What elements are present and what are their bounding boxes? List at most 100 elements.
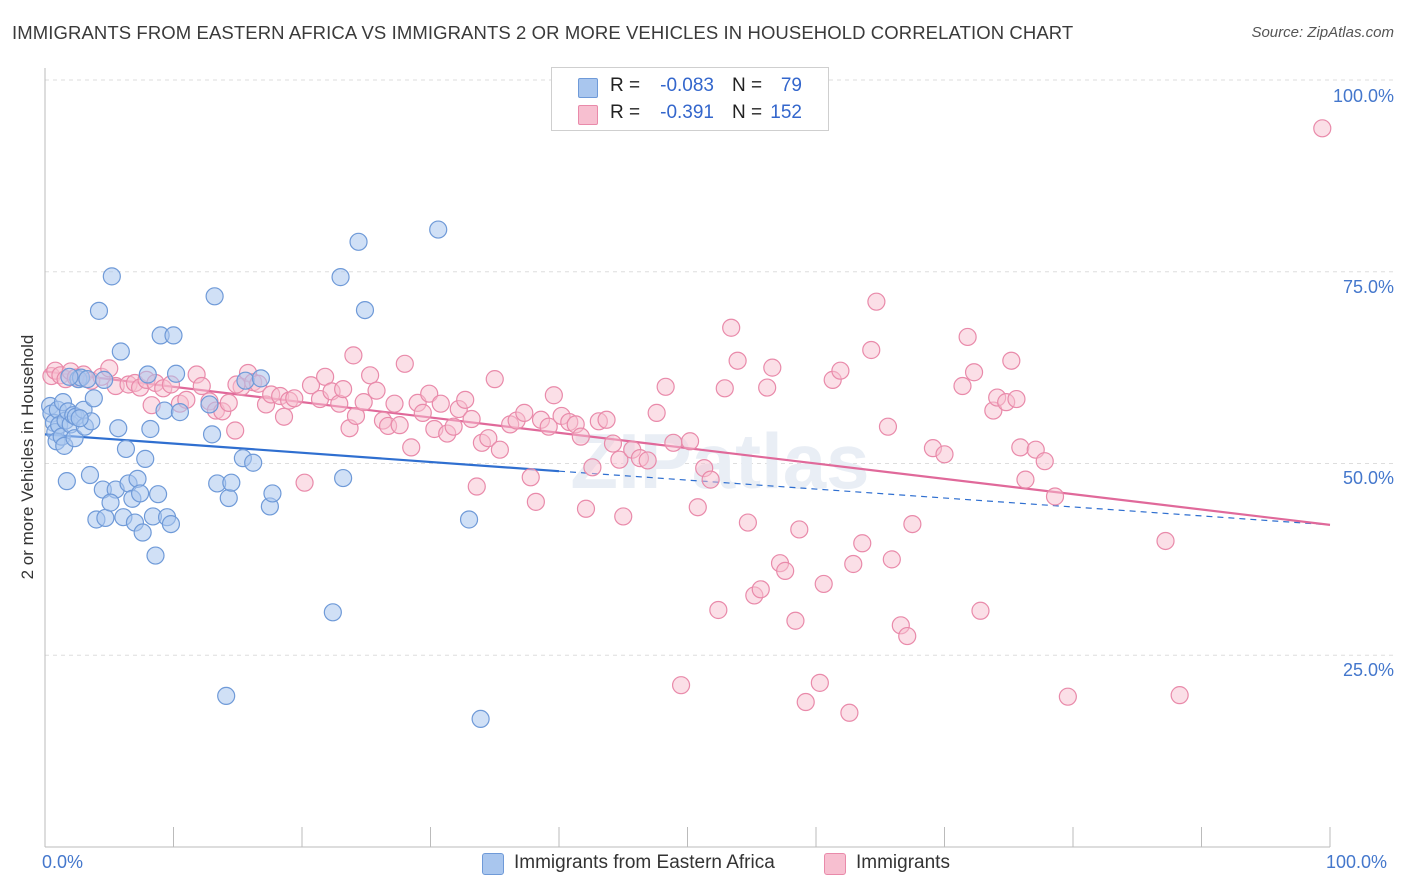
data-point-immigrants	[301, 376, 321, 395]
y-tick-50: 50.0%	[1342, 468, 1394, 488]
data-point-immigrants	[544, 386, 563, 405]
data-point-immigrants	[776, 561, 795, 580]
y-tick-25: 25.0%	[1342, 660, 1394, 680]
data-point-eastern-africa	[146, 546, 165, 565]
swatch-blue	[578, 78, 598, 98]
data-point-immigrants	[935, 445, 954, 464]
data-point-eastern-africa	[349, 232, 368, 251]
data-point-immigrants	[1058, 687, 1077, 706]
swatch-pink	[578, 105, 598, 125]
data-point-immigrants	[1002, 351, 1021, 370]
data-point-immigrants	[786, 611, 805, 630]
data-point-immigrants	[597, 410, 616, 429]
data-point-immigrants	[444, 417, 463, 436]
data-point-eastern-africa	[80, 465, 100, 485]
data-point-immigrants	[515, 403, 534, 422]
data-point-eastern-africa	[217, 686, 236, 706]
data-point-immigrants	[1156, 531, 1175, 551]
data-point-immigrants	[346, 406, 366, 426]
data-point-immigrants	[898, 626, 917, 646]
y-tick-75: 75.0%	[1342, 277, 1394, 297]
data-point-eastern-africa	[263, 484, 282, 503]
data-point-eastern-africa	[471, 709, 490, 729]
stats-row-immigrants: R = -0.391 N = 152	[552, 102, 828, 126]
data-point-immigrants	[539, 417, 558, 436]
data-point-immigrants	[485, 370, 504, 389]
data-point-immigrants	[420, 384, 439, 403]
data-point-immigrants	[701, 470, 720, 489]
data-point-immigrants	[796, 692, 815, 712]
data-point-immigrants	[1035, 452, 1054, 471]
data-point-immigrants	[361, 366, 380, 385]
data-point-immigrants	[226, 421, 245, 440]
data-point-immigrants	[763, 358, 782, 377]
data-point-immigrants	[1045, 487, 1065, 506]
data-point-immigrants	[862, 340, 881, 360]
data-point-immigrants	[814, 574, 833, 594]
legend-swatch-blue	[482, 853, 504, 875]
data-point-eastern-africa	[138, 365, 157, 384]
data-point-immigrants	[715, 379, 734, 398]
data-point-immigrants	[413, 403, 432, 422]
data-point-eastern-africa	[70, 409, 89, 428]
data-point-immigrants	[219, 393, 238, 413]
data-point-eastern-africa	[244, 453, 263, 472]
trend-line-eastern-africa	[44, 433, 560, 473]
data-point-immigrants	[479, 429, 498, 448]
data-point-eastern-africa	[116, 439, 136, 459]
data-point-eastern-africa	[219, 488, 238, 508]
data-point-eastern-africa	[101, 493, 120, 512]
data-point-immigrants	[867, 292, 886, 311]
data-point-immigrants	[467, 477, 486, 496]
data-point-immigrants	[790, 520, 809, 539]
data-point-immigrants	[738, 513, 757, 532]
data-point-eastern-africa	[429, 220, 448, 239]
data-point-immigrants	[903, 514, 922, 534]
data-point-immigrants	[462, 409, 481, 429]
data-point-eastern-africa	[84, 389, 103, 408]
data-point-eastern-africa	[200, 395, 219, 414]
data-point-eastern-africa	[323, 603, 342, 622]
data-point-eastern-africa	[102, 267, 121, 286]
data-point-immigrants	[390, 416, 409, 435]
data-point-eastern-africa	[95, 370, 114, 389]
n-value: 79	[780, 75, 802, 96]
data-point-immigrants	[603, 434, 623, 453]
data-point-eastern-africa	[155, 401, 174, 420]
data-point-immigrants	[354, 393, 373, 412]
x-tick-min: 0.0%	[42, 852, 84, 872]
legend-label: Immigrants	[856, 852, 950, 873]
x-tick-max: 100.0%	[1326, 852, 1388, 872]
data-point-immigrants	[810, 673, 829, 692]
data-point-immigrants	[571, 427, 590, 446]
data-point-immigrants	[583, 458, 602, 477]
data-point-immigrants	[671, 676, 691, 695]
data-point-eastern-africa	[331, 268, 350, 287]
data-point-eastern-africa	[459, 510, 479, 529]
data-point-immigrants	[709, 600, 728, 620]
data-point-immigrants	[1007, 389, 1026, 409]
data-point-immigrants	[192, 376, 211, 396]
data-point-eastern-africa	[202, 425, 222, 444]
data-point-immigrants	[638, 451, 657, 470]
data-point-immigrants	[610, 450, 629, 469]
data-point-eastern-africa	[170, 403, 190, 422]
data-point-eastern-africa	[57, 472, 76, 491]
data-point-immigrants	[953, 376, 972, 396]
data-point-immigrants	[395, 354, 414, 373]
data-point-eastern-africa	[251, 369, 270, 388]
r-label: R =	[610, 102, 641, 123]
data-point-immigrants	[844, 554, 863, 574]
data-point-eastern-africa	[109, 419, 128, 438]
data-point-eastern-africa	[236, 371, 255, 390]
r-value: -0.083	[660, 75, 714, 96]
data-point-immigrants	[656, 377, 675, 396]
data-point-immigrants	[728, 351, 747, 370]
data-point-immigrants	[1011, 438, 1030, 457]
data-point-immigrants	[882, 550, 901, 569]
legend-swatch-pink	[824, 853, 846, 875]
series-eastern-africa	[41, 220, 490, 729]
data-point-immigrants	[664, 433, 683, 452]
data-point-immigrants	[274, 407, 294, 426]
